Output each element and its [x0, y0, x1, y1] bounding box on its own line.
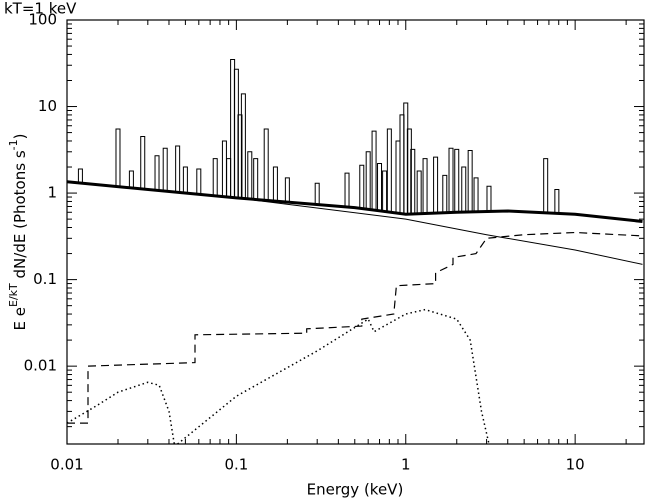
y-tick-label: 100: [28, 11, 57, 29]
line-spike: [212, 158, 218, 196]
line-spike: [454, 148, 460, 213]
y-label-part: ): [11, 134, 29, 140]
line-spike: [371, 130, 377, 211]
x-tick-label: 10: [566, 456, 585, 474]
line-spike: [467, 150, 473, 212]
line-spike: [554, 188, 560, 214]
y-tick-label: 10: [38, 97, 57, 115]
line-spike: [433, 156, 439, 214]
line-spike: [284, 177, 290, 203]
line-spike: [416, 170, 422, 214]
line-spike: [77, 168, 83, 184]
line-spike: [263, 128, 269, 201]
y-label-part: dN/dE (Photons s: [11, 150, 29, 283]
line-spike: [473, 177, 479, 212]
x-tick-label: 0.01: [50, 456, 83, 474]
line-spike: [253, 158, 259, 200]
line-spike: [221, 140, 227, 197]
series-line: [66, 308, 490, 445]
line-spike: [196, 168, 202, 195]
line-spike: [140, 136, 146, 189]
line-spike: [344, 172, 350, 207]
line-spike: [461, 166, 467, 213]
y-label-sup: -1: [7, 139, 20, 150]
line-spike: [406, 128, 412, 215]
line-spike: [486, 185, 492, 212]
line-spike: [442, 174, 448, 213]
line-spike: [162, 147, 168, 192]
line-spike: [128, 170, 134, 188]
line-spike: [154, 155, 160, 191]
x-tick-label: 0.1: [224, 456, 248, 474]
line-spike: [272, 166, 278, 202]
line-spike: [543, 158, 549, 213]
y-tick-label: 1: [47, 184, 57, 202]
plot-frame: [66, 19, 645, 445]
line-spike: [182, 166, 188, 194]
x-axis-label: Energy (keV): [307, 481, 404, 499]
y-axis-label: E eE/kT dN/dE (Photons s-1): [7, 134, 29, 331]
chart-title: kT=1 keV: [4, 0, 77, 18]
line-spike: [365, 151, 371, 210]
line-spike: [395, 140, 401, 214]
x-tick-label: 1: [401, 456, 411, 474]
line-spike: [240, 93, 246, 199]
series-line: [66, 180, 643, 223]
line-spike: [314, 182, 320, 205]
line-spike: [226, 158, 232, 198]
series-line: [67, 231, 643, 424]
line-spike: [422, 158, 428, 214]
line-spike: [175, 145, 181, 193]
y-label-sup: E/kT: [7, 283, 20, 307]
line-spike: [448, 147, 454, 213]
line-spike: [237, 114, 243, 199]
series-line: [66, 181, 643, 265]
line-spike: [386, 128, 392, 213]
line-spike: [377, 162, 383, 211]
line-spike: [382, 170, 388, 212]
y-label-part: E e: [11, 307, 29, 330]
line-spike: [115, 128, 121, 187]
y-tick-label: 0.01: [24, 357, 57, 375]
line-spike: [359, 164, 365, 209]
line-spike: [247, 151, 253, 199]
line-spike: [410, 148, 416, 214]
y-tick-label: 0.1: [33, 270, 57, 288]
